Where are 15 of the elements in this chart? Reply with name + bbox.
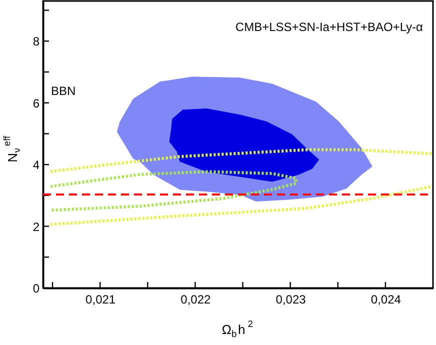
y-tick-label: 0 bbox=[32, 282, 40, 296]
y-tick-label: 6 bbox=[32, 96, 40, 110]
y-tick-label: 8 bbox=[32, 34, 40, 49]
line-series bbox=[49, 148, 433, 174]
annotation: BBN bbox=[51, 84, 76, 98]
x-tick-label: 0,024 bbox=[370, 292, 402, 306]
y-axis-title: Nνeff bbox=[2, 136, 22, 162]
line-series bbox=[49, 170, 298, 212]
y-tick-label: 4 bbox=[32, 158, 40, 172]
line-series bbox=[49, 184, 433, 226]
x-tick-label: 0,023 bbox=[276, 292, 306, 306]
y-tick-label: 2 bbox=[32, 220, 40, 234]
x-tick-label: 0,022 bbox=[180, 292, 212, 306]
annotation: CMB+LSS+SN-Ia+HST+BAO+Ly-α bbox=[235, 20, 424, 34]
x-tick-label: 0,021 bbox=[86, 292, 116, 306]
